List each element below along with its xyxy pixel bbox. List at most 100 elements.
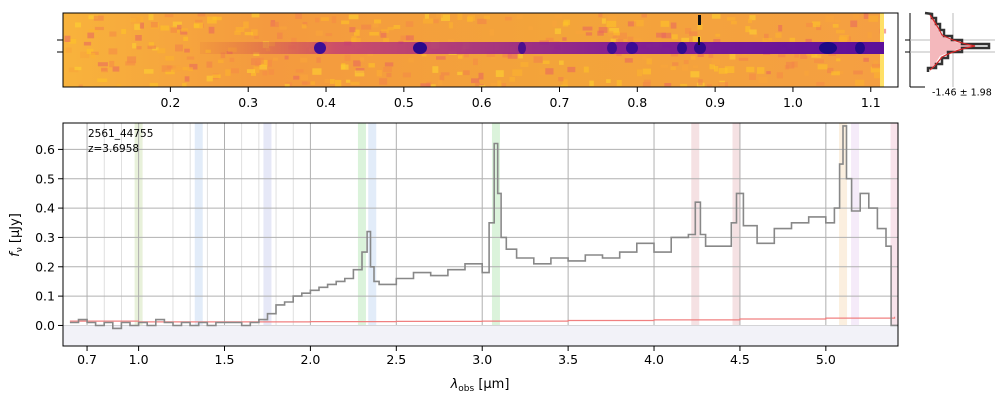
heatmap-pixel	[457, 13, 463, 20]
heatmap-pixel	[729, 53, 736, 60]
heatmap-pixel	[609, 28, 620, 33]
heatmap-pixel	[805, 38, 812, 43]
heatmap-pixel	[542, 60, 550, 64]
heatmap-pixel	[68, 67, 79, 73]
heatmap-pixel	[331, 16, 337, 24]
y-tick-label: 0.0	[35, 318, 55, 333]
heatmap-pixel	[464, 53, 469, 58]
y-tick-label: 0.5	[35, 171, 55, 186]
heatmap-pixel	[601, 18, 606, 24]
heatmap-pixel	[554, 28, 562, 35]
heatmap-pixel	[172, 65, 181, 72]
heatmap-pixel	[582, 26, 593, 31]
heatmap-pixel	[598, 27, 608, 33]
heatmap-pixel	[516, 14, 523, 20]
heatmap-pixel	[689, 31, 698, 37]
heatmap-pixel	[597, 30, 604, 36]
heatmap-pixel	[643, 79, 651, 84]
heatmap-pixel	[380, 31, 387, 38]
heatmap-pixel	[711, 14, 721, 19]
heatmap-pixel	[279, 26, 287, 30]
heatmap-pixel	[816, 82, 825, 86]
heatmap-pixel	[131, 17, 141, 25]
heatmap-pixel	[749, 29, 757, 35]
heatmap-pixel	[855, 79, 865, 86]
heatmap-pixel	[608, 15, 617, 21]
heatmap-pixel	[871, 63, 880, 69]
heatmap-pixel	[575, 30, 585, 34]
heatmap-pixel	[125, 61, 136, 66]
heatmap-pixel	[738, 57, 749, 61]
heatmap-pixel	[430, 84, 436, 87]
heatmap-pixel	[836, 58, 841, 62]
heatmap-pixel	[836, 70, 844, 75]
heatmap-pixel	[408, 57, 414, 63]
heatmap-pixel	[193, 23, 200, 28]
heatmap-pixel	[764, 33, 769, 41]
heatmap-pixel	[353, 60, 361, 67]
heatmap-pixel	[251, 29, 258, 36]
heatmap-pixel	[182, 83, 187, 87]
heatmap-pixel	[806, 22, 813, 28]
line-marker	[357, 123, 366, 346]
heatmap-pixel	[709, 64, 716, 70]
heatmap-pixel	[127, 56, 137, 64]
heatmap-pixel	[97, 78, 108, 83]
heatmap-pixel	[348, 14, 359, 20]
heatmap-pixel	[618, 32, 627, 39]
heatmap-pixel	[229, 57, 235, 62]
heatmap-pixel	[749, 15, 756, 21]
heatmap-pixel	[528, 26, 533, 31]
heatmap-pixel	[718, 82, 728, 87]
heatmap-pixel	[177, 67, 184, 71]
heatmap-pixel	[507, 52, 518, 59]
heatmap-pixel	[116, 84, 121, 87]
heatmap-pixel	[463, 70, 470, 76]
heatmap-pixel	[329, 79, 335, 84]
heatmap-pixel	[359, 57, 365, 62]
heatmap-pixel	[817, 64, 828, 70]
heatmap-pixel	[490, 83, 497, 87]
heatmap-pixel	[246, 69, 256, 73]
heatmap-blob	[518, 42, 526, 54]
heatmap-pixel	[149, 82, 159, 87]
heatmap-pixel	[698, 79, 703, 86]
heatmap-pixel	[724, 66, 735, 73]
heatmap-pixel	[353, 29, 360, 36]
heatmap-pixel	[863, 13, 869, 19]
heatmap-pixel	[560, 84, 568, 87]
heatmap-pixel	[432, 66, 439, 73]
x-axis-symbol: λ	[450, 377, 459, 392]
heatmap-pixel	[80, 51, 90, 59]
heatmap-pixel	[440, 72, 450, 76]
heatmap-pixel	[324, 78, 330, 83]
profile-fill	[930, 15, 975, 70]
heatmap-pixel	[518, 53, 523, 59]
heatmap-pixel	[184, 76, 190, 82]
heatmap-pixel	[502, 52, 512, 58]
heatmap-pixel	[157, 48, 166, 54]
heatmap-pixel	[483, 15, 491, 20]
heatmap-pixel	[345, 79, 351, 83]
heatmap-pixel	[642, 55, 647, 60]
heatmap-pixel	[182, 67, 188, 71]
heatmap-pixel	[583, 66, 589, 73]
spectrum-1d-panel: 0.7 1.0 1.5 2.0 2.5 3.0 3.5 4.0 4.5 5.0 0.0 0.1 0.2…	[8, 122, 899, 394]
x-ticks: 0.7 1.0 1.5 2.0 2.5 3.0 3.5 4.0 4.5 5.0	[77, 346, 836, 367]
y-tick-label: 0.1	[35, 289, 55, 304]
heatmap-pixel	[616, 79, 622, 86]
heatmap-pixel	[656, 32, 666, 38]
heatmap-pixel	[489, 29, 495, 36]
heatmap-pixel	[627, 21, 637, 27]
heatmap-pixel	[315, 17, 320, 23]
heatmap-blob	[314, 42, 326, 54]
heatmap-pixel	[562, 37, 567, 41]
heatmap-pixel	[424, 14, 429, 19]
heatmap-pixel	[121, 29, 127, 34]
heatmap-pixel	[256, 57, 264, 64]
y-axis-subscript: ν	[15, 247, 25, 252]
heatmap-pixel	[834, 19, 841, 23]
heatmap-xtick-label: 0.9	[705, 95, 725, 110]
heatmap-pixel	[108, 48, 118, 55]
heatmap-pixel	[545, 68, 554, 75]
